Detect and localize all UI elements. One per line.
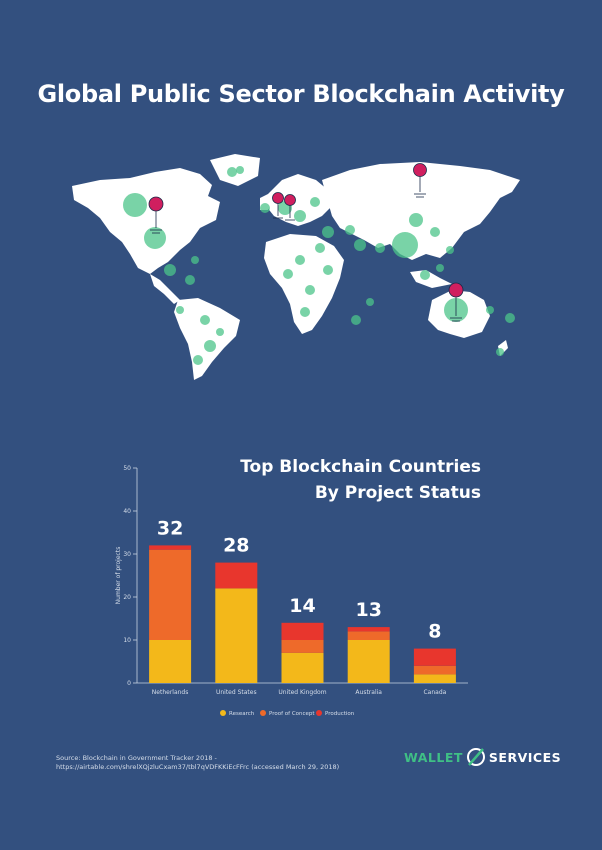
pin-russia — [413, 163, 427, 198]
source-note: Source: Blockchain in Government Tracker… — [56, 754, 340, 771]
chart-title-line: Top Blockchain Countries — [240, 457, 481, 477]
pin-united-kingdom — [284, 194, 296, 221]
bar-research — [149, 640, 192, 683]
bar-research — [347, 640, 390, 683]
bar-production — [215, 562, 258, 589]
y-tick-label: 30 — [123, 551, 131, 558]
total-label: 13 — [355, 599, 381, 621]
x-tick-label: Canada — [423, 689, 446, 696]
y-tick-label: 20 — [123, 594, 131, 601]
pin-australia — [448, 282, 464, 322]
bar-production — [281, 622, 324, 640]
legend-swatch — [220, 710, 226, 716]
legend: Research Proof of Concept Production — [220, 710, 355, 717]
bar-production — [149, 545, 192, 550]
bar-proof-of-concept — [149, 549, 192, 640]
legend-label: Proof of Concept — [269, 711, 315, 717]
y-axis: 0 10 20 30 40 50 Number of projects — [115, 465, 138, 687]
chart-title-line: By Project Status — [315, 483, 481, 503]
y-axis-label: Number of projects — [115, 547, 122, 605]
bars — [149, 545, 456, 683]
total-label: 8 — [428, 621, 441, 643]
legend-swatch — [316, 710, 322, 716]
pin-canada — [148, 196, 164, 234]
bar-chart: Top Blockchain Countries By Project Statu… — [115, 457, 481, 717]
legend-label: Research — [229, 711, 255, 717]
pin-netherlands — [272, 192, 284, 219]
brand-logo: WALLET SERVICES — [404, 744, 561, 770]
brand-wallet-text: WALLET — [404, 749, 463, 765]
bar-proof-of-concept — [281, 640, 324, 653]
total-labels: 32 28 14 13 8 — [157, 517, 442, 642]
x-tick-label: Netherlands — [152, 689, 189, 696]
y-tick-label: 0 — [127, 680, 131, 687]
legend-label: Production — [325, 711, 355, 717]
total-label: 14 — [289, 595, 315, 617]
bar-research — [281, 652, 324, 683]
legend-item: Production — [316, 710, 355, 717]
page-title: Global Public Sector Blockchain Activity — [37, 80, 565, 108]
total-label: 28 — [223, 535, 249, 557]
map-pins — [148, 163, 464, 322]
y-tick-label: 10 — [123, 637, 131, 644]
bar-research — [413, 674, 456, 683]
bar-proof-of-concept — [413, 665, 456, 675]
bar-production — [347, 627, 390, 632]
legend-item: Proof of Concept — [260, 710, 315, 717]
y-tick-label: 50 — [123, 465, 131, 472]
x-tick-label: United States — [216, 689, 257, 696]
logo-icon — [466, 748, 485, 766]
world-map — [72, 154, 520, 380]
x-axis: Netherlands United States United Kingdom Au… — [137, 682, 468, 696]
chart-title: Top Blockchain Countries By Project Statu… — [240, 457, 481, 503]
legend-item: Research — [220, 710, 255, 717]
brand-services-text: SERVICES — [488, 749, 562, 765]
bar-proof-of-concept — [347, 631, 390, 640]
x-tick-label: United Kingdom — [278, 689, 326, 696]
x-tick-label: Australia — [355, 689, 382, 696]
bar-production — [413, 648, 456, 666]
y-tick-label: 40 — [123, 508, 131, 515]
world-landmass — [72, 154, 520, 380]
bar-research — [215, 588, 258, 683]
total-label: 32 — [157, 517, 183, 539]
legend-swatch — [260, 710, 266, 716]
